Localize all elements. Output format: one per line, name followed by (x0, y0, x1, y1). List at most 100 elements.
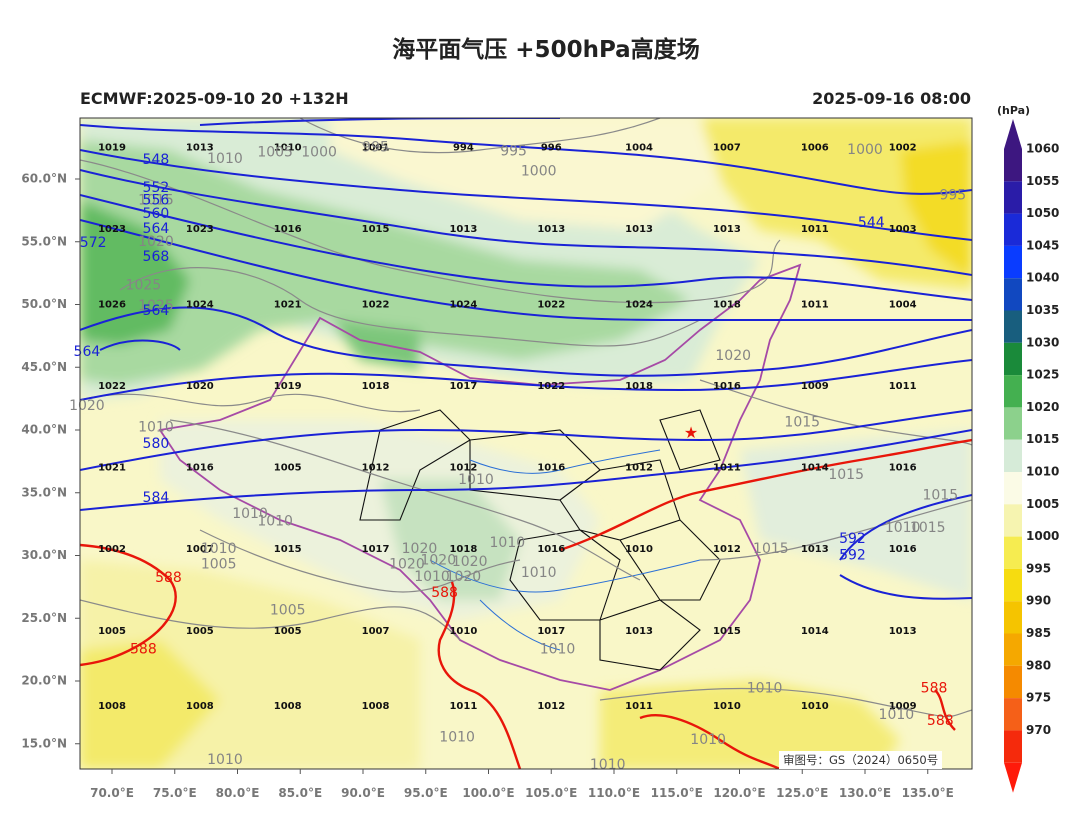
height-contour-label: 584 (143, 490, 170, 506)
station-pressure-value: 1012 (362, 463, 390, 474)
lon-tick-label: 85.0°E (278, 786, 322, 800)
legend-swatch (1004, 568, 1022, 602)
legend-swatch (1004, 472, 1022, 505)
lon-tick-label: 75.0°E (153, 786, 197, 800)
isobar-label: 1025 (126, 278, 162, 294)
station-pressure-value: 1018 (713, 300, 741, 311)
station-pressure-value: 1005 (274, 626, 302, 637)
isobars (80, 118, 972, 718)
isobar-label: 995 (500, 143, 527, 159)
station-pressure-value: 1023 (186, 224, 214, 235)
isobar-label: 1015 (828, 467, 864, 483)
lon-tick-label: 105.0°E (525, 786, 577, 800)
isobar-label: 1010 (439, 729, 475, 745)
height-contour-label: 592 (839, 548, 866, 564)
isobar-label: 1005 (257, 145, 293, 161)
lat-tick-label: 60.0°N (21, 172, 67, 186)
legend-level-label: 985 (1026, 626, 1051, 640)
height-contour-label: 552 (143, 180, 170, 196)
station-pressure-value: 1010 (274, 143, 302, 154)
isobar-label: 1010 (257, 514, 293, 530)
region-boundaries (158, 263, 802, 691)
legend-level-label: 1025 (1026, 368, 1059, 382)
legend-swatch (1004, 245, 1022, 279)
station-pressure-value: 1021 (274, 300, 302, 311)
red-contour-value-labels: 588 588 588 588 588 (130, 570, 954, 729)
lon-tick-label: 80.0°E (216, 786, 260, 800)
legend-level-label: 1030 (1026, 335, 1059, 349)
isobar-label: 1010 (690, 732, 726, 748)
legend-level-label: 995 (1026, 561, 1051, 575)
lat-tick-label: 20.0°N (21, 674, 67, 688)
station-pressure-value: 1008 (186, 701, 214, 712)
height-contour-label: 568 (143, 249, 170, 265)
station-pressure-value: 1011 (625, 701, 653, 712)
station-pressure-value: 1004 (889, 300, 917, 311)
lat-tick-label: 25.0°N (21, 611, 67, 625)
station-pressure-value: 1016 (274, 224, 302, 235)
legend-swatch (1004, 310, 1022, 343)
station-pressure-value: 1010 (713, 701, 741, 712)
height-contour-label: 564 (74, 344, 101, 360)
lat-tick-label: 40.0°N (21, 423, 67, 437)
legend-level-label: 1045 (1026, 238, 1059, 252)
red-contour-label: 588 (921, 681, 948, 697)
isobar-label: 1010 (458, 472, 494, 488)
legend-level-label: 1035 (1026, 303, 1059, 317)
station-pressure-value: 1016 (713, 381, 741, 392)
isobar-label: 1015 (784, 414, 820, 430)
isobar-label: 995 (362, 140, 389, 156)
lon-tick-label: 130.0°E (839, 786, 891, 800)
legend-level-label: 1015 (1026, 432, 1059, 446)
station-pressure-value: 1015 (274, 544, 302, 555)
station-pressure-value: 1016 (537, 463, 565, 474)
station-pressure-value: 1015 (713, 626, 741, 637)
color-legend: 1060 1055 1050 1045 1040 1035 1030 1025 1020 1015… (1004, 119, 1059, 793)
station-pressure-value: 1016 (889, 463, 917, 474)
height-contour-label: 572 (80, 235, 107, 251)
station-pressure-value: 1007 (186, 544, 214, 555)
station-pressure-value: 1022 (362, 300, 390, 311)
isobar-label: 1010 (590, 757, 626, 773)
station-pressure-value: 1012 (713, 544, 741, 555)
lon-tick-label: 90.0°E (341, 786, 385, 800)
station-pressure-value: 1018 (625, 381, 653, 392)
station-pressure-value: 1013 (625, 626, 653, 637)
station-pressure-value: 1022 (537, 300, 565, 311)
station-pressure-value: 1022 (98, 381, 126, 392)
legend-swatch (1004, 633, 1022, 666)
station-pressure-value: 1007 (713, 143, 741, 154)
isobar-label: 1000 (521, 163, 557, 179)
legend-swatch (1004, 504, 1022, 537)
lon-tick-label: 110.0°E (588, 786, 640, 800)
lon-tick-label: 125.0°E (776, 786, 828, 800)
latitude-axis: 60.0°N 55.0°N 50.0°N 45.0°N 40.0°N 35.0°N 30.0… (21, 172, 80, 750)
station-pressure-value: 1020 (186, 381, 214, 392)
isobar-label: 1005 (270, 603, 306, 619)
legend-swatch (1004, 213, 1022, 246)
lat-tick-label: 30.0°N (21, 548, 67, 562)
red-588-contours (80, 438, 972, 769)
height-contour-label: 564 (143, 221, 170, 237)
isobar-label: 1025 (138, 298, 174, 314)
height-contour-label: 548 (143, 152, 170, 168)
station-pressure-value: 1010 (801, 701, 829, 712)
legend-swatch (1004, 278, 1022, 311)
station-pressure-value: 1024 (625, 300, 653, 311)
legend-swatch (1004, 439, 1022, 472)
lat-tick-label: 45.0°N (21, 360, 67, 374)
map-title: 海平面气压 +500hPa高度场 (392, 37, 700, 63)
station-pressure-value: 1014 (801, 626, 829, 637)
isobar-label: 1015 (910, 520, 946, 536)
valid-time-label: 2025-09-16 08:00 (812, 89, 971, 108)
lat-tick-label: 55.0°N (21, 234, 67, 248)
isobar-label: 1020 (389, 556, 425, 572)
legend-unit: (hPa) (997, 104, 1031, 117)
isobar-label: 1020 (715, 348, 751, 364)
legend-level-label: 980 (1026, 658, 1051, 672)
legend-level-label: 1010 (1026, 465, 1059, 479)
station-pressure-value: 1018 (449, 544, 477, 555)
legend-level-label: 1050 (1026, 206, 1059, 220)
station-pressure-value: 1008 (362, 701, 390, 712)
station-pressure-value: 1018 (362, 381, 390, 392)
